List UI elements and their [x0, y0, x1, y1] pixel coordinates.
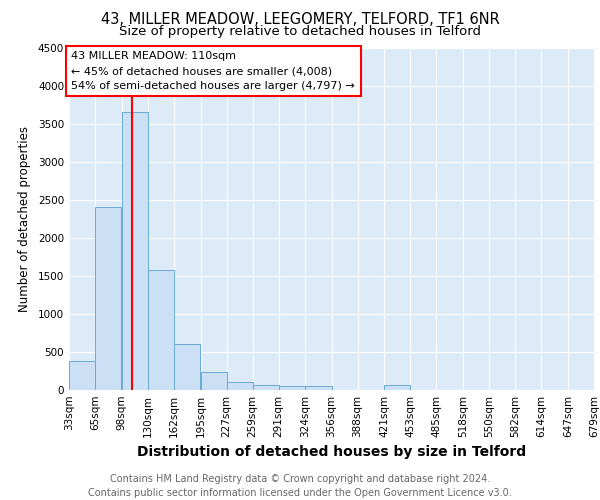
Bar: [174, 344, 200, 390]
Y-axis label: Number of detached properties: Number of detached properties: [18, 126, 31, 312]
Text: Size of property relative to detached houses in Telford: Size of property relative to detached ho…: [119, 25, 481, 38]
Bar: [148, 270, 174, 390]
Text: 43 MILLER MEADOW: 110sqm
← 45% of detached houses are smaller (4,008)
54% of sem: 43 MILLER MEADOW: 110sqm ← 45% of detach…: [71, 52, 355, 91]
Bar: [305, 386, 331, 390]
X-axis label: Distribution of detached houses by size in Telford: Distribution of detached houses by size …: [137, 446, 526, 460]
Bar: [253, 385, 278, 390]
Bar: [385, 385, 410, 390]
Bar: [95, 208, 121, 390]
Bar: [122, 112, 148, 390]
Text: Contains HM Land Registry data © Crown copyright and database right 2024.
Contai: Contains HM Land Registry data © Crown c…: [88, 474, 512, 498]
Bar: [69, 362, 95, 390]
Bar: [227, 382, 253, 390]
Text: 43, MILLER MEADOW, LEEGOMERY, TELFORD, TF1 6NR: 43, MILLER MEADOW, LEEGOMERY, TELFORD, T…: [101, 12, 499, 28]
Bar: [278, 386, 305, 390]
Bar: [200, 372, 227, 390]
